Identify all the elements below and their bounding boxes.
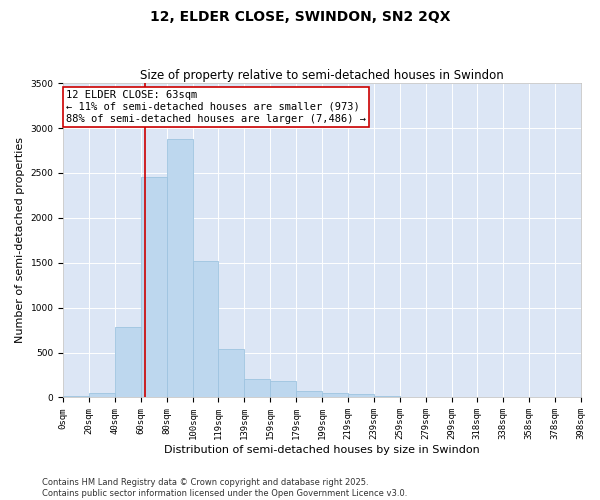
Text: Contains HM Land Registry data © Crown copyright and database right 2025.
Contai: Contains HM Land Registry data © Crown c… (42, 478, 407, 498)
Bar (193, 261, 218, 398)
Bar (167, 139, 193, 398)
Bar (89, 392, 115, 398)
Title: Size of property relative to semi-detached houses in Swindon: Size of property relative to semi-detach… (140, 69, 504, 82)
Y-axis label: Number of semi-detached properties: Number of semi-detached properties (15, 138, 25, 344)
Bar (348, 394, 374, 398)
Bar (115, 328, 141, 398)
Bar (141, 178, 167, 398)
Bar (296, 390, 322, 398)
Bar (270, 381, 296, 398)
Bar (63, 396, 89, 398)
Text: 12, ELDER CLOSE, SWINDON, SN2 2QX: 12, ELDER CLOSE, SWINDON, SN2 2QX (150, 10, 450, 24)
Bar (218, 350, 244, 398)
Text: 12 ELDER CLOSE: 63sqm
← 11% of semi-detached houses are smaller (973)
88% of sem: 12 ELDER CLOSE: 63sqm ← 11% of semi-deta… (66, 90, 366, 124)
Bar (322, 393, 348, 398)
Bar (374, 396, 400, 398)
X-axis label: Distribution of semi-detached houses by size in Swindon: Distribution of semi-detached houses by … (164, 445, 480, 455)
Bar (244, 379, 270, 398)
